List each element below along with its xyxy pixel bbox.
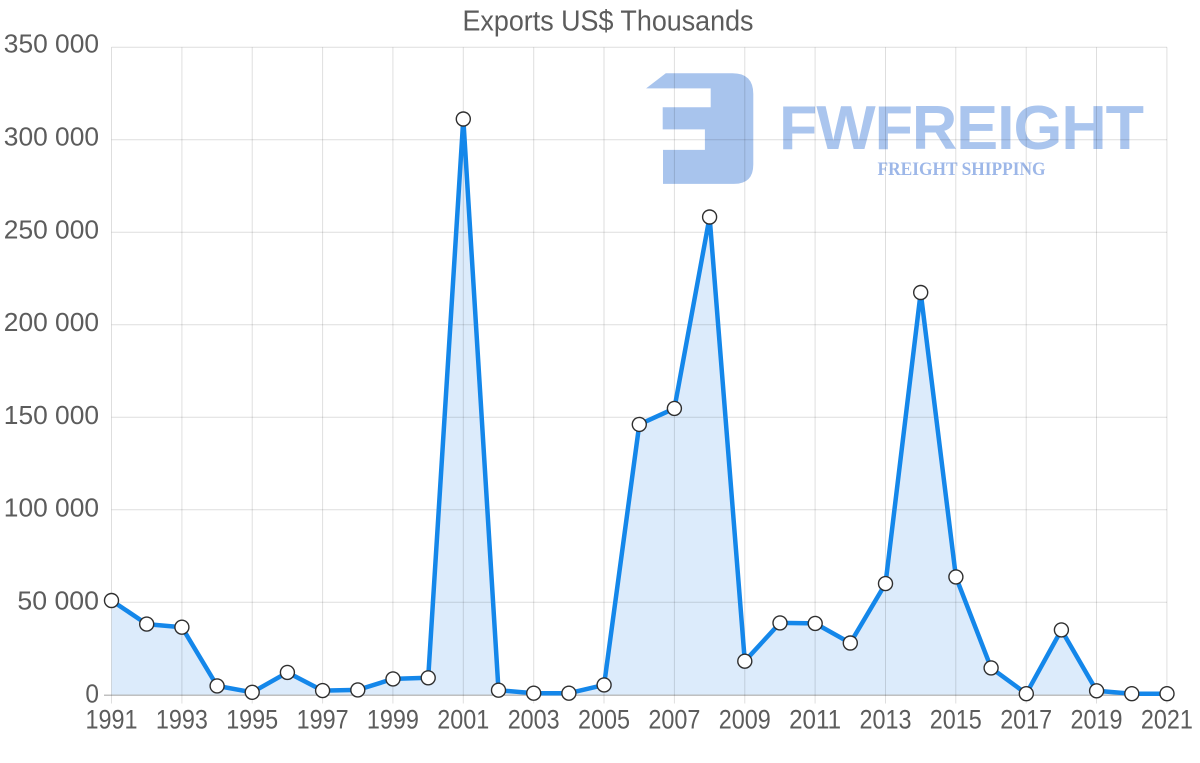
svg-text:0: 0: [85, 678, 99, 708]
svg-text:1997: 1997: [297, 705, 349, 735]
svg-text:2009: 2009: [719, 705, 771, 735]
svg-text:2019: 2019: [1071, 705, 1123, 735]
svg-text:1999: 1999: [367, 705, 419, 735]
svg-text:2015: 2015: [930, 705, 982, 735]
svg-text:2007: 2007: [648, 705, 700, 735]
svg-text:100 000: 100 000: [4, 493, 99, 523]
svg-text:2005: 2005: [578, 705, 630, 735]
svg-text:2021: 2021: [1141, 705, 1193, 735]
svg-text:300 000: 300 000: [4, 122, 99, 152]
svg-text:2001: 2001: [437, 705, 489, 735]
svg-text:2013: 2013: [860, 705, 912, 735]
svg-text:350 000: 350 000: [4, 29, 99, 59]
svg-text:2017: 2017: [1000, 705, 1052, 735]
svg-text:150 000: 150 000: [4, 400, 99, 430]
svg-text:200 000: 200 000: [4, 307, 99, 337]
svg-text:FREIGHT SHIPPING: FREIGHT SHIPPING: [878, 159, 1046, 180]
svg-text:Exports US$ Thousands: Exports US$ Thousands: [463, 6, 754, 38]
svg-text:1995: 1995: [226, 705, 278, 735]
svg-text:2003: 2003: [508, 705, 560, 735]
svg-text:1993: 1993: [156, 705, 208, 735]
svg-text:FWFREIGHT: FWFREIGHT: [779, 94, 1144, 163]
svg-text:250 000: 250 000: [4, 214, 99, 244]
svg-text:50 000: 50 000: [17, 586, 99, 616]
svg-text:1991: 1991: [86, 705, 138, 735]
svg-text:2011: 2011: [789, 705, 841, 735]
